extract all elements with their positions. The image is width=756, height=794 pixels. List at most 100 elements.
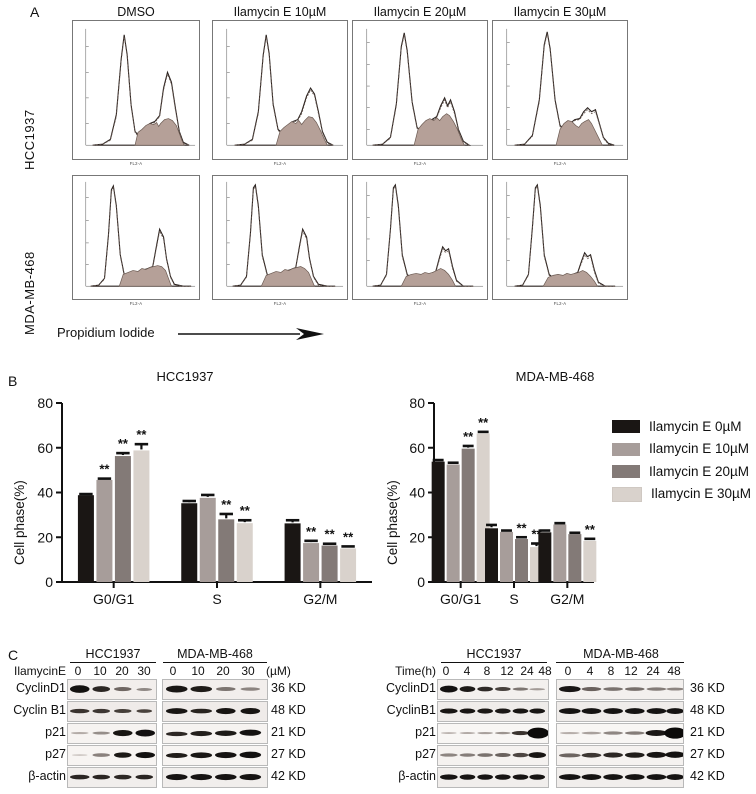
blot-dose-strip-hcc-cyclinb1	[67, 701, 157, 722]
bar	[553, 524, 567, 582]
flow-plot-hcc1937-20um	[352, 20, 488, 160]
flow-xaxis-tick-hcc1937-10um: FL2-A	[273, 161, 287, 166]
blot-time-kd-p21: 21 KD	[690, 725, 725, 739]
blot-time-rowname-bactin: β-actin	[398, 769, 436, 783]
bar	[133, 450, 150, 582]
blot-time-lane-mda-0: 0	[564, 664, 572, 678]
legend-label-10um: Ilamycin E 10µM	[649, 441, 750, 457]
y-tick-label: 0	[417, 574, 425, 590]
flow-plot-mdamb468-10um	[212, 175, 348, 300]
blot-time-lane-mda-48: 48	[667, 664, 681, 678]
significance-marker: **	[136, 427, 147, 442]
blot-dose-rowname-p27: p27	[45, 747, 66, 761]
blot-time-lane-hcc-8: 8	[483, 664, 491, 678]
y-tick-label: 20	[37, 529, 53, 545]
blot-dose-strip-mda-cyclinb1	[162, 701, 268, 722]
blot-dose-rowname-p21: p21	[45, 725, 66, 739]
blot-time-strip-hcc-bactin	[437, 767, 549, 788]
blot-time-strip-mda-bactin	[556, 767, 684, 788]
blot-time-lane-hcc-12: 12	[500, 664, 514, 678]
panel-a-flow-cytometry: A DMSO Ilamycin E 10µM Ilamycin E 20µM I…	[0, 0, 756, 340]
bar	[446, 464, 460, 582]
bar	[284, 523, 301, 582]
significance-marker: **	[585, 522, 596, 537]
blot-time-lane-mda-4: 4	[586, 664, 594, 678]
legend-label-30um: Ilamycin E 30µM	[651, 486, 752, 502]
blot-time-lane-hcc-4: 4	[463, 664, 471, 678]
blot-dose-strip-hcc-bactin	[67, 767, 157, 788]
bar	[218, 519, 235, 582]
blot-dose-strip-hcc-p21	[67, 723, 157, 744]
blot-dose-lane-mda-20: 20	[216, 664, 230, 678]
significance-marker: **	[306, 524, 317, 539]
blot-dose-rowname-bactin: β-actin	[28, 769, 66, 783]
significance-marker: **	[463, 429, 474, 444]
blot-dose-condition-label: IlamycinE	[13, 664, 66, 678]
yaxis-label-hcc1937: Cell phase(%)	[12, 480, 27, 565]
significance-marker: **	[221, 497, 232, 512]
blot-time-lane-hcc-48: 48	[538, 664, 552, 678]
blot-dose-unit-label: (µM)	[266, 664, 291, 678]
blot-dose-kd-cyclinb1: 48 KD	[271, 703, 306, 717]
significance-marker: **	[325, 527, 336, 542]
y-tick-label: 40	[409, 485, 425, 501]
blot-time-strip-mda-p27	[556, 745, 684, 766]
panel-a-letter: A	[30, 4, 40, 20]
blot-time-strip-mda-cyclinb1	[556, 701, 684, 722]
legend-swatch-30um	[612, 486, 642, 502]
legend-label-20um: Ilamycin E 20µM	[649, 463, 750, 479]
x-tick-label: G0/G1	[440, 591, 481, 607]
flow-row-label-mdamb468: MDA-MB-468	[22, 251, 37, 335]
bar	[485, 528, 498, 582]
flow-xaxis-tick-hcc1937-30um: FL2-A	[553, 161, 567, 166]
blot-dose-lane-mda-30: 30	[241, 664, 255, 678]
blot-dose-strip-mda-bactin	[162, 767, 268, 788]
x-tick-label: S	[212, 591, 221, 607]
flow-row-label-hcc1937: HCC1937	[22, 109, 37, 170]
blot-dose-kd-p27: 27 KD	[271, 747, 306, 761]
propidium-iodide-arrow-icon	[178, 325, 328, 343]
bar	[181, 503, 198, 582]
significance-marker: **	[478, 415, 489, 430]
yaxis-label-mdamb468: Cell phase(%)	[385, 480, 400, 565]
blot-dose-cellline-hcc1937: HCC1937	[85, 647, 141, 661]
blot-dose-lane-mda-10: 10	[191, 664, 205, 678]
panel-c-western-blots: C HCC1937 MDA-MB-468 IlamycinE 0 10 20 3…	[0, 645, 756, 794]
x-tick-label: G2/M	[550, 591, 584, 607]
y-tick-label: 80	[37, 395, 53, 411]
flow-plot-hcc1937-30um	[492, 20, 628, 160]
flow-xaxis-tick-hcc1937-20um: FL2-A	[413, 161, 427, 166]
blot-time-lane-hcc-0: 0	[442, 664, 450, 678]
y-tick-label: 40	[37, 485, 53, 501]
blot-dose-strip-hcc-cyclind1	[67, 679, 157, 700]
flow-column-title-10um: Ilamycin E 10µM	[233, 5, 327, 19]
bar	[321, 545, 338, 582]
chart-legend: Ilamycin E 0µM Ilamycin E 10µM Ilamycin …	[612, 417, 751, 507]
legend-item-20um: Ilamycin E 20µM	[612, 462, 751, 481]
legend-item-0um: Ilamycin E 0µM	[612, 417, 751, 436]
flow-column-title-dmso: DMSO	[117, 5, 155, 19]
blot-dose-rowname-cyclind1: CyclinD1	[15, 681, 66, 695]
legend-swatch-20um	[612, 465, 640, 478]
blot-time-lane-mda-8: 8	[607, 664, 615, 678]
y-tick-label: 80	[409, 395, 425, 411]
y-tick-label: 20	[409, 529, 425, 545]
significance-marker: **	[118, 436, 129, 451]
blot-dose-kd-cyclind1: 36 KD	[271, 681, 306, 695]
blot-dose-lane-hcc-20: 20	[115, 664, 129, 678]
bar-chart-hcc1937: 0 20 40 60 80 ** ** ** G0/G1 ** ** S ** ** ** G2/M	[28, 391, 378, 616]
blot-time-strip-hcc-p21	[437, 723, 549, 744]
bar	[303, 543, 320, 582]
blot-time-rowname-p21: p21	[415, 725, 436, 739]
blot-dose-strip-mda-p27	[162, 745, 268, 766]
blot-time-rowname-cyclinb1: CyclinB1	[386, 703, 436, 717]
blot-time-rowname-p27: p27	[415, 747, 436, 761]
blot-time-lane-mda-24: 24	[646, 664, 660, 678]
significance-marker: **	[99, 462, 110, 477]
bar	[340, 548, 357, 582]
blot-time-lane-hcc-24: 24	[520, 664, 534, 678]
bar	[515, 539, 528, 582]
propidium-iodide-label: Propidium Iodide	[57, 325, 155, 340]
blot-time-strip-hcc-cyclinb1	[437, 701, 549, 722]
legend-label-0um: Ilamycin E 0µM	[649, 418, 742, 434]
